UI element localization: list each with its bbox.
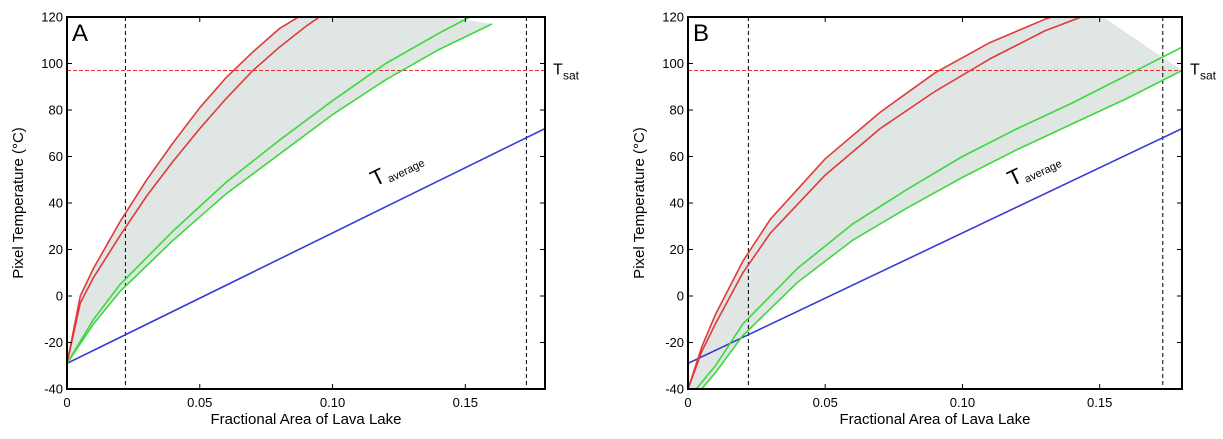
tsat-label: T — [553, 61, 563, 78]
shaded-region — [688, 17, 1182, 389]
y-tick-label: 0 — [56, 289, 63, 304]
series-line-1 — [67, 17, 300, 364]
x-axis-title: Fractional Area of Lava Lake — [840, 411, 1031, 428]
x-tick-label: 0.15 — [1087, 395, 1112, 410]
y-tick-label: 100 — [662, 56, 684, 71]
y-tick-label: 60 — [670, 149, 684, 164]
y-tick-label: 40 — [49, 196, 63, 211]
x-tick-label: 0.05 — [813, 395, 838, 410]
chart-panel: -40 -20 0 20 40 60 80 100 120 0 0.05 0.10 0.15 Fracti… — [631, 10, 1217, 429]
y-tick-label: 20 — [49, 242, 63, 257]
x-tick-label: 0 — [684, 395, 691, 410]
taverage-label: T — [1003, 163, 1026, 191]
y-tick-label: 40 — [670, 196, 684, 211]
series-line-1 — [688, 17, 1055, 389]
x-tick-label: 0.05 — [187, 395, 212, 410]
y-axis-title: Pixel Temperature (°C) — [631, 127, 648, 279]
series-line-0 — [688, 127, 1182, 365]
x-tick-label: 0.10 — [320, 395, 345, 410]
shaded-region — [67, 17, 492, 364]
y-tick-label: -20 — [44, 335, 63, 350]
y-tick-label: 100 — [41, 56, 63, 71]
y-tick-label: -20 — [665, 335, 684, 350]
series-line-4 — [701, 69, 1182, 389]
panel-label: B — [693, 20, 709, 47]
x-tick-label: 0.15 — [453, 395, 478, 410]
taverage-label-sub: average — [386, 157, 427, 185]
chart-panel: -40 -20 0 20 40 60 80 100 120 0 0.05 0.10 0.15 Fracti… — [10, 10, 580, 429]
y-tick-label: 120 — [41, 10, 63, 25]
plot-area — [688, 17, 1182, 389]
series-line-3 — [67, 17, 472, 364]
y-axis-title: Pixel Temperature (°C) — [10, 127, 27, 279]
series-line-0 — [67, 127, 545, 365]
taverage-label-sub: average — [1023, 158, 1064, 186]
x-tick-label: 0.10 — [950, 395, 975, 410]
tsat-label-sub: sat — [1200, 68, 1217, 82]
series-line-2 — [688, 17, 1084, 389]
series-line-3 — [695, 46, 1182, 389]
tsat-label-sub: sat — [563, 68, 580, 82]
taverage-label: T — [366, 163, 389, 191]
panel-label: A — [72, 20, 88, 47]
y-tick-label: 0 — [677, 289, 684, 304]
y-tick-label: 80 — [49, 103, 63, 118]
y-tick-label: -40 — [665, 382, 684, 397]
y-tick-label: 120 — [662, 10, 684, 25]
plot-area — [67, 17, 545, 389]
y-tick-label: -40 — [44, 382, 63, 397]
series-line-2 — [67, 17, 321, 364]
x-axis-title: Fractional Area of Lava Lake — [211, 411, 402, 428]
y-tick-label: 60 — [49, 149, 63, 164]
x-tick-label: 0 — [63, 395, 70, 410]
series-line-4 — [67, 23, 493, 364]
y-tick-label: 80 — [670, 103, 684, 118]
tsat-label: T — [1190, 61, 1200, 78]
y-tick-label: 20 — [670, 242, 684, 257]
